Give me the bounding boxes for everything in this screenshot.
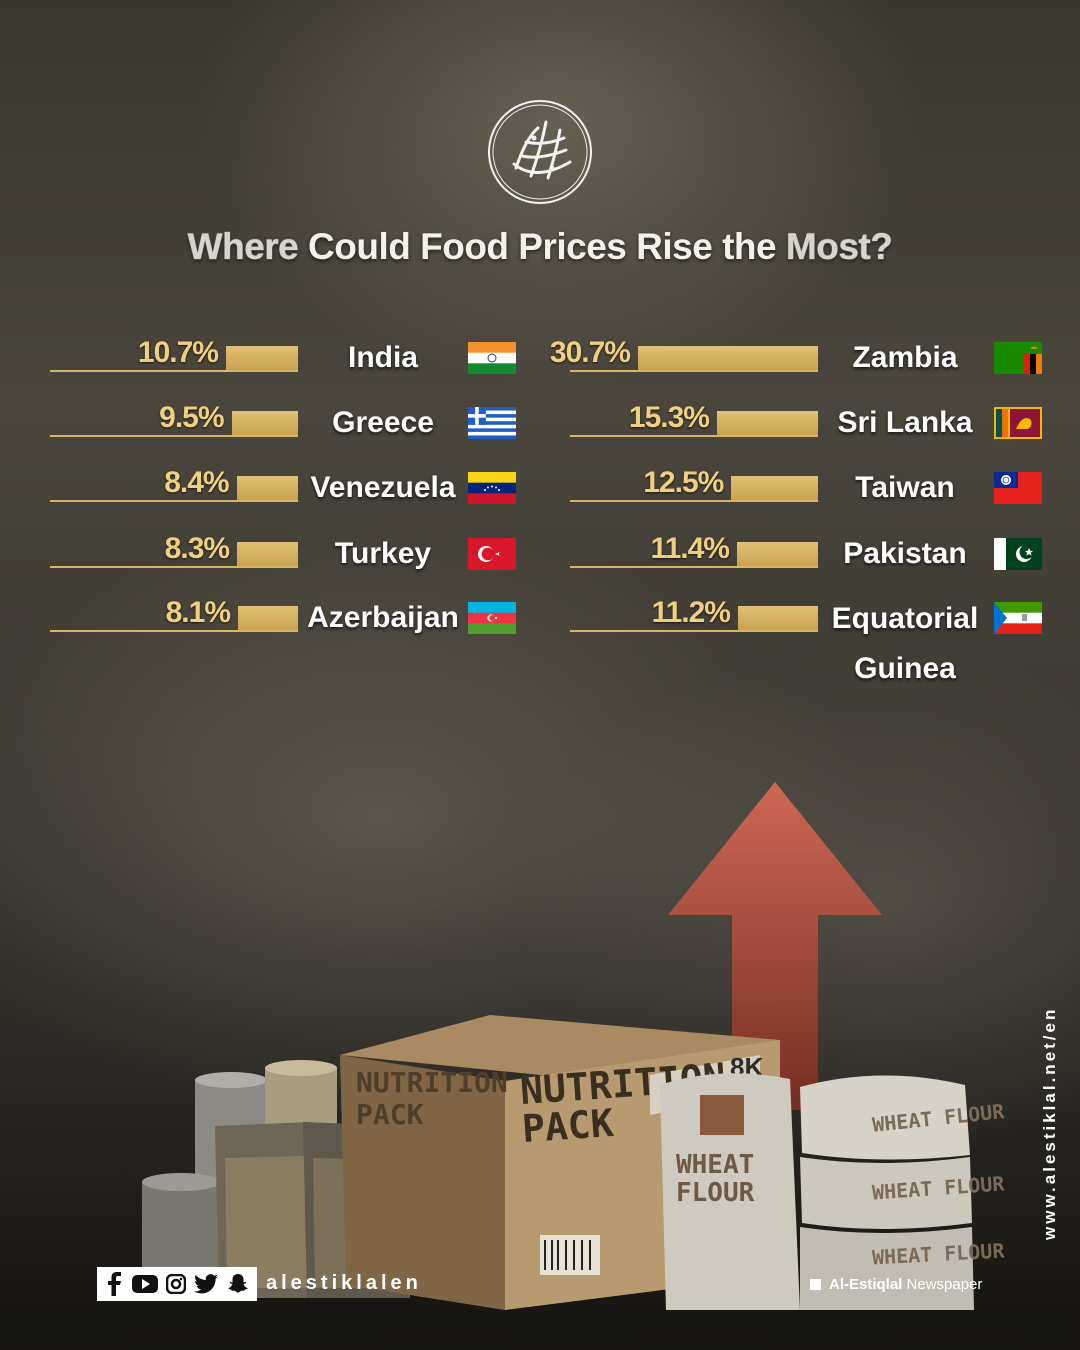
bar-baseline	[50, 435, 298, 437]
greece-flag	[468, 407, 516, 439]
title-word-where: Where	[187, 226, 299, 267]
country-label: Equatorial Guinea	[831, 602, 979, 685]
twitter-icon[interactable]	[194, 1274, 219, 1294]
value-label: 8.4%	[164, 466, 229, 499]
india-flag	[468, 342, 516, 374]
sack-label-wheat: WHEAT	[676, 1150, 755, 1180]
value-label: 11.2%	[651, 596, 731, 629]
bar-india	[226, 346, 298, 370]
bar-baseline	[50, 500, 298, 502]
bar-baseline	[50, 370, 298, 372]
equatorial-guinea-flag	[994, 602, 1042, 634]
box-label-pack: PACK	[520, 1100, 615, 1152]
facebook-icon[interactable]	[105, 1272, 123, 1296]
youtube-icon[interactable]	[131, 1274, 158, 1294]
bar-azerbaijan	[238, 606, 298, 630]
pakistan-flag	[994, 538, 1042, 570]
value-label: 8.3%	[164, 532, 230, 565]
value-label: 30.7%	[549, 336, 631, 369]
country-label: Turkey	[334, 537, 432, 570]
azerbaijan-flag	[468, 602, 516, 634]
box-side-label-nutrition: NUTRITION	[356, 1066, 508, 1099]
turkey-flag	[468, 538, 516, 570]
box-side-label-pack: PACK	[356, 1098, 424, 1131]
bar-greece	[231, 411, 298, 435]
sack-label-flour: FLOUR	[676, 1178, 755, 1208]
title-middle: Could Food Prices Rise the	[298, 226, 786, 267]
chart-title: Where Could Food Prices Rise the Most?	[0, 226, 1080, 268]
country-label: Azerbaijan	[307, 601, 459, 634]
rising-arrow-illustration	[668, 782, 882, 1110]
bar-equatorial-guinea	[738, 606, 818, 630]
newspaper-name: Al-Estiqlal	[829, 1276, 903, 1293]
square-icon	[810, 1279, 821, 1290]
country-label: Greece	[332, 406, 434, 439]
calligraphy-logo	[488, 100, 592, 204]
bar-pakistan	[736, 542, 818, 566]
social-handle: alestiklalen	[266, 1272, 422, 1294]
newspaper-suffix: Newspaper	[902, 1276, 983, 1293]
website-url[interactable]: www.alestiklal.net/en	[1040, 1006, 1059, 1240]
snapchat-icon[interactable]	[227, 1273, 249, 1295]
bar-venezuela	[236, 476, 298, 500]
value-label: 15.3%	[628, 401, 710, 434]
bar-baseline	[570, 500, 818, 502]
bar-turkey	[237, 542, 298, 566]
zambia-flag	[994, 342, 1042, 374]
bar-baseline	[50, 630, 298, 632]
country-label: Pakistan	[843, 537, 967, 570]
bar-baseline	[50, 566, 298, 568]
country-label: India	[347, 341, 418, 374]
sri-lanka-flag	[994, 407, 1042, 439]
social-icons-bar	[97, 1267, 257, 1301]
bar-baseline	[570, 370, 818, 372]
bar-baseline	[570, 566, 818, 568]
flour-sacks-illustration	[660, 1073, 974, 1310]
value-label: 9.5%	[159, 401, 224, 434]
bar-zambia	[638, 346, 818, 370]
venezuela-flag	[468, 472, 516, 504]
value-label: 10.7%	[137, 336, 219, 369]
value-label: 8.1%	[165, 596, 231, 629]
value-label: 11.4%	[650, 532, 730, 565]
taiwan-flag	[994, 472, 1042, 504]
instagram-icon[interactable]	[165, 1274, 186, 1294]
title-word-most: Most?	[785, 226, 893, 267]
country-label: Zambia	[852, 341, 958, 374]
value-label: 12.5%	[643, 466, 724, 499]
country-label: Venezuela	[310, 471, 456, 504]
bar-sri-lanka	[716, 411, 818, 435]
country-label: Sri Lanka	[837, 406, 973, 439]
country-label: Taiwan	[855, 471, 955, 504]
bar-baseline	[570, 630, 818, 632]
bar-taiwan	[731, 476, 818, 500]
bar-baseline	[570, 435, 818, 437]
newspaper-credit: Al-Estiqlal Newspaper	[810, 1276, 982, 1293]
